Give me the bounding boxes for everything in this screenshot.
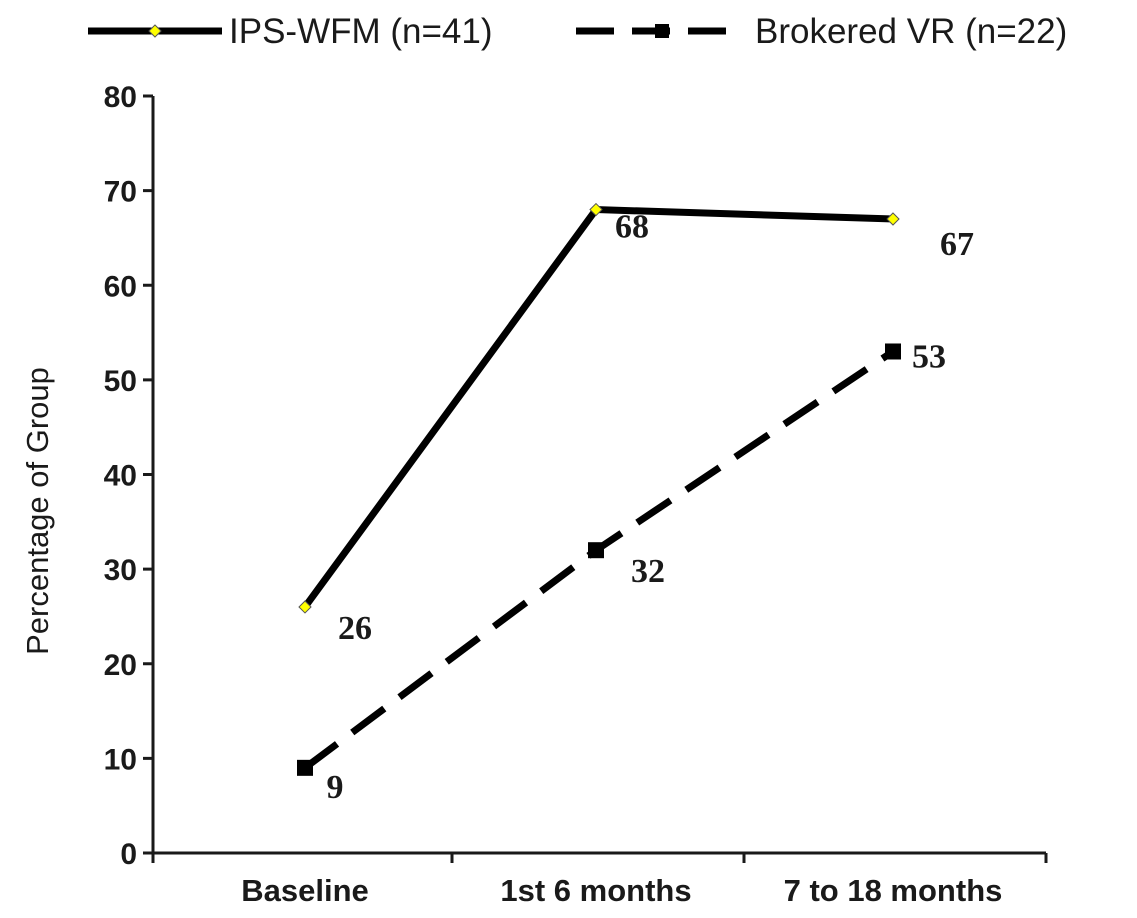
y-tick-label: 40 (104, 460, 137, 493)
data-label-brokered-vr: 53 (912, 338, 946, 375)
legend-entry-ips-wfm: IPS-WFM (n=41) (88, 12, 493, 51)
y-axis-title: Percentage of Group (20, 367, 55, 655)
y-tick-label: 0 (120, 838, 137, 871)
y-tick-label: 20 (104, 649, 137, 682)
legend-label-ips-wfm: IPS-WFM (n=41) (229, 12, 493, 51)
data-point-brokered-vr (885, 343, 901, 360)
data-label-ips-wfm: 68 (615, 209, 649, 246)
legend-label-brokered-vr: Brokered VR (n=22) (755, 12, 1067, 51)
markers (297, 202, 901, 776)
y-tick-label: 60 (104, 270, 137, 303)
x-tick-label: 7 to 18 months (784, 873, 1003, 908)
series-lines (302, 205, 895, 771)
series-line-brokered-vr (302, 348, 895, 771)
axes: 0 10 20 30 40 50 60 70 80 Baseline 1st 6 months 7 t… (104, 81, 1048, 908)
data-label-ips-wfm: 67 (940, 226, 974, 263)
data-point-ips-wfm (298, 600, 312, 614)
legend-marker-ips-wfm (148, 24, 162, 38)
y-tick-label: 70 (104, 176, 137, 209)
data-labels: 26 68 67 9 32 53 (327, 209, 975, 806)
data-label-brokered-vr: 32 (631, 553, 665, 590)
y-tick-label: 10 (104, 743, 137, 776)
data-label-brokered-vr: 9 (327, 769, 344, 806)
data-point-brokered-vr (588, 542, 604, 559)
x-tick-label: Baseline (241, 873, 369, 908)
y-tick-label: 80 (104, 81, 137, 114)
data-point-ips-wfm (589, 202, 603, 217)
y-tick-label: 30 (104, 554, 137, 587)
x-tick-label: 1st 6 months (500, 873, 691, 908)
data-point-brokered-vr (297, 759, 313, 776)
y-tick-label: 50 (104, 365, 137, 398)
legend-entry-brokered-vr: Brokered VR (n=22) (576, 12, 1067, 51)
legend: IPS-WFM (n=41) Brokered VR (n=22) (88, 12, 1067, 51)
legend-marker-brokered-vr (655, 24, 669, 38)
data-point-ips-wfm (886, 212, 900, 226)
data-label-ips-wfm: 26 (338, 610, 372, 647)
